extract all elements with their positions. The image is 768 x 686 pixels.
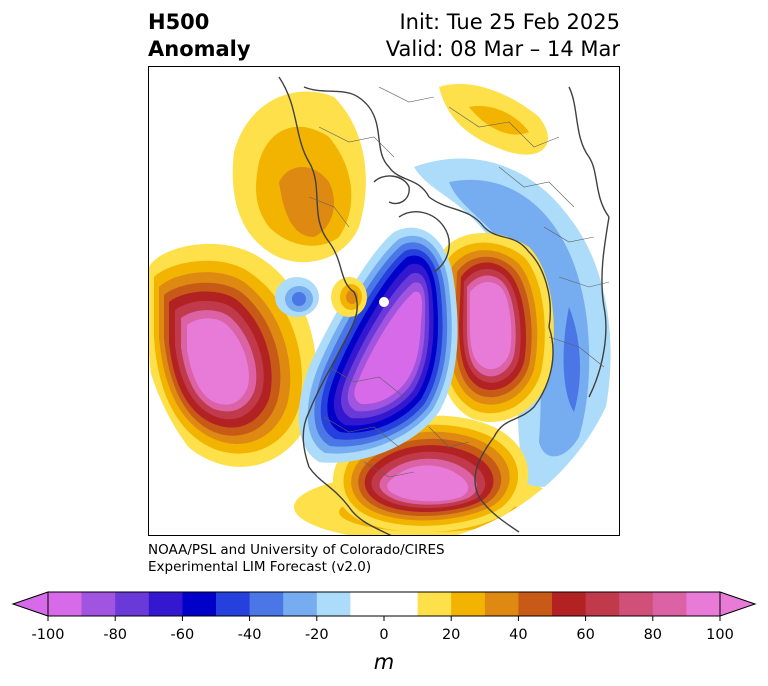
- colorbar-extend-low: [11, 591, 49, 617]
- colorbar-bin: [249, 592, 284, 616]
- colorbar-tick-label: -60: [170, 627, 195, 643]
- anomaly-map: [148, 66, 620, 536]
- colorbar-bin: [148, 592, 183, 616]
- valid-range-label: Valid: 08 Mar – 14 Mar: [385, 37, 620, 61]
- coastlines: [278, 76, 610, 535]
- colorbar-bin: [451, 592, 486, 616]
- colorbar-bin: [115, 592, 150, 616]
- colorbar-bins: [48, 592, 721, 616]
- positive-anomaly-europe: [435, 233, 554, 423]
- colorbar-bin: [81, 592, 116, 616]
- colorbar-bin: [652, 592, 687, 616]
- colorbar-bin: [283, 592, 318, 616]
- title-left: H500 Anomaly: [148, 9, 251, 63]
- colorbar-tick-label: 60: [576, 627, 595, 643]
- colorbar-unit: m: [373, 650, 395, 674]
- title-field-type: Anomaly: [148, 37, 251, 61]
- credit-text: NOAA/PSL and University of Colorado/CIRE…: [148, 542, 445, 576]
- init-date-label: Init: Tue 25 Feb 2025: [399, 10, 620, 34]
- colorbar-bin: [417, 592, 452, 616]
- negative-anomaly-siberia: [414, 158, 611, 487]
- colorbar-ticks: [47, 616, 721, 621]
- credit-line-1: NOAA/PSL and University of Colorado/CIRE…: [148, 542, 445, 558]
- colorbar-bin: [182, 592, 217, 616]
- colorbar-extend-high: [719, 591, 757, 617]
- colorbar-bin: [48, 592, 83, 616]
- colorbar-bin: [552, 592, 587, 616]
- colorbar-bin: [216, 592, 251, 616]
- colorbar-tick-label: 100: [706, 627, 734, 643]
- political-borders: [308, 86, 610, 478]
- credit-line-2: Experimental LIM Forecast (v2.0): [148, 559, 372, 575]
- title-field-name: H500: [148, 10, 210, 34]
- colorbar-tick-label: 0: [379, 627, 389, 643]
- colorbar-tick-label: -100: [31, 627, 65, 643]
- map-canvas: [149, 76, 611, 535]
- colorbar-tick-label: 40: [509, 627, 528, 643]
- colorbar-tick-label: -20: [304, 627, 329, 643]
- positive-anomaly-alaska: [232, 83, 548, 263]
- positive-anomaly-north-pacific: [149, 243, 317, 467]
- title-right: Init: Tue 25 Feb 2025 Valid: 08 Mar – 14…: [386, 9, 620, 63]
- colorbar-bin: [484, 592, 519, 616]
- colorbar-bin: [518, 592, 553, 616]
- colorbar-tick-label: 20: [441, 627, 461, 643]
- colorbar-bin: [350, 592, 419, 616]
- colorbar: [11, 591, 757, 621]
- colorbar-tick-label: 80: [643, 627, 663, 643]
- negative-anomaly-north-america: [298, 227, 458, 463]
- colorbar-tick-label: -80: [103, 627, 128, 643]
- anomaly-contours: [149, 83, 611, 535]
- colorbar-bin: [619, 592, 654, 616]
- colorbar-tick-label: -40: [237, 627, 262, 643]
- colorbar-bin: [686, 592, 721, 616]
- colorbar-bin: [585, 592, 620, 616]
- colorbar-bin: [316, 592, 351, 616]
